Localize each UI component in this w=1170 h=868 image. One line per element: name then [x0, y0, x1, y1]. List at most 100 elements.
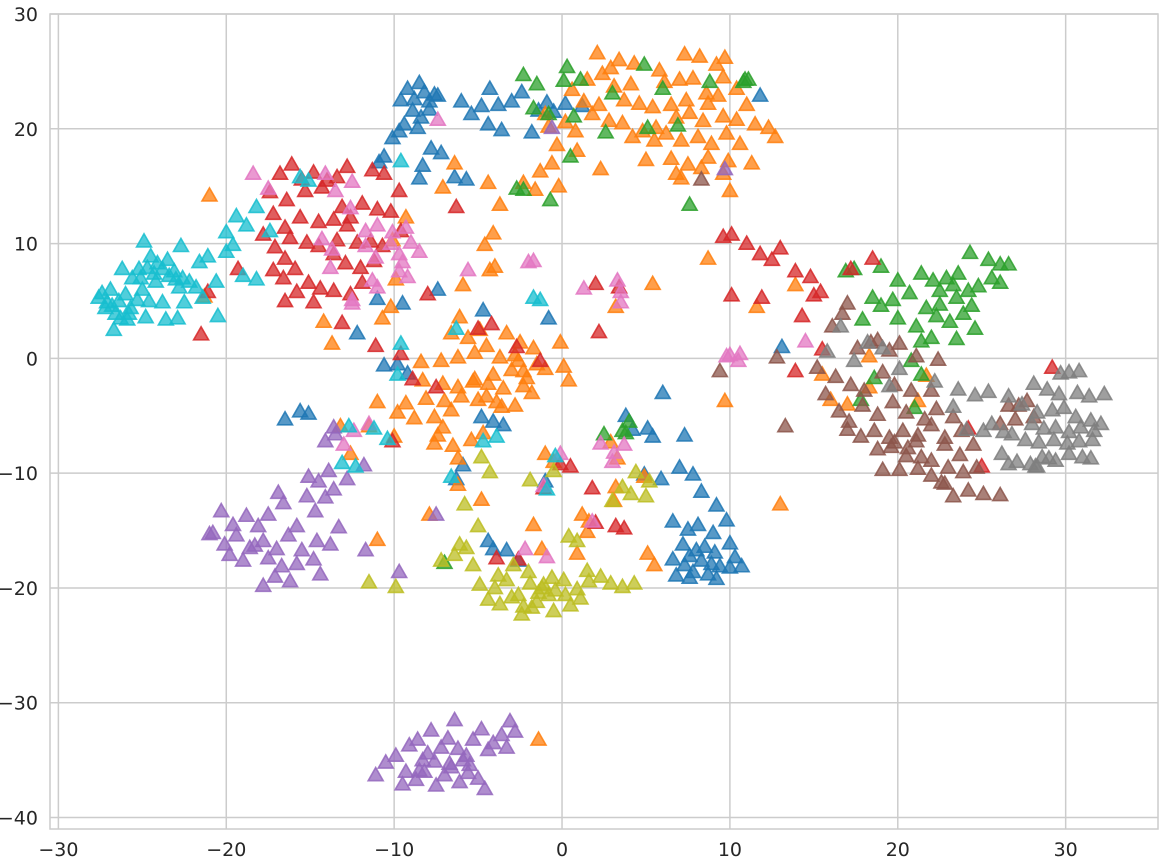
data-point — [274, 268, 293, 285]
y-tick-label: 20 — [14, 119, 38, 141]
data-point — [1023, 414, 1041, 431]
data-point — [521, 574, 540, 590]
y-tick-label: −20 — [0, 578, 38, 600]
data-point — [475, 235, 494, 252]
data-point — [514, 180, 533, 197]
data-point — [514, 361, 533, 378]
y-tick-label: 10 — [14, 234, 38, 256]
data-point — [326, 425, 345, 441]
data-point — [546, 446, 565, 463]
data-point — [603, 491, 622, 508]
data-point — [281, 571, 299, 588]
data-point — [368, 216, 387, 232]
data-point — [1016, 430, 1035, 447]
data-point — [187, 278, 205, 294]
data-point — [408, 118, 427, 135]
data-point — [170, 278, 189, 294]
data-point — [653, 383, 672, 400]
data-point — [912, 264, 931, 280]
series-1 — [276, 73, 791, 586]
data-point — [391, 151, 410, 168]
data-point — [974, 484, 993, 501]
data-point — [583, 478, 602, 495]
data-point — [786, 262, 805, 278]
data-point — [580, 571, 598, 588]
data-point — [979, 382, 998, 399]
data-point — [452, 387, 471, 403]
data-point — [227, 526, 246, 542]
data-point — [944, 275, 963, 292]
data-point — [462, 104, 481, 121]
data-point — [365, 419, 383, 435]
data-point — [710, 361, 729, 378]
data-point — [363, 161, 382, 177]
data-point — [516, 539, 534, 556]
data-point — [888, 309, 907, 325]
data-point — [113, 259, 132, 276]
data-point — [860, 346, 879, 363]
data-point — [445, 167, 464, 184]
data-point — [930, 295, 949, 311]
data-point — [506, 722, 524, 738]
data-point — [297, 487, 316, 503]
data-point — [212, 501, 231, 518]
data-point — [282, 155, 301, 171]
data-point — [596, 123, 615, 139]
data-point — [465, 343, 484, 360]
data-point — [959, 481, 978, 497]
data-point — [428, 86, 447, 102]
data-point — [726, 547, 744, 564]
data-point — [412, 352, 430, 369]
data-point — [529, 730, 548, 746]
data-point — [375, 356, 393, 372]
data-point — [234, 266, 252, 283]
data-point — [175, 293, 194, 309]
data-point — [699, 148, 717, 164]
data-point — [554, 570, 573, 587]
data-point — [873, 338, 892, 355]
data-point — [381, 297, 400, 314]
data-point — [168, 309, 187, 325]
data-point — [922, 415, 941, 432]
data-point — [605, 443, 623, 459]
data-point — [947, 329, 966, 346]
data-point — [492, 725, 511, 742]
data-point — [338, 157, 357, 174]
data-point — [999, 454, 1018, 471]
data-point — [244, 164, 263, 180]
data-point — [522, 598, 541, 614]
data-point — [480, 462, 499, 479]
data-point — [643, 97, 662, 114]
plot-frame — [49, 13, 1159, 830]
data-point — [484, 224, 503, 240]
data-point — [432, 351, 451, 368]
data-point — [418, 284, 437, 301]
data-point — [872, 257, 890, 273]
data-point — [527, 74, 546, 91]
data-point — [304, 293, 323, 309]
data-point — [432, 143, 451, 160]
data-point — [531, 162, 550, 178]
data-point — [445, 710, 464, 727]
data-point — [692, 170, 711, 186]
data-point — [714, 227, 733, 244]
data-point — [890, 334, 909, 350]
data-point — [329, 517, 348, 534]
data-point — [912, 447, 931, 464]
data-point — [435, 391, 454, 408]
data-point — [472, 720, 491, 736]
data-point — [313, 178, 331, 194]
data-point — [991, 273, 1010, 290]
data-point — [689, 127, 707, 144]
data-point — [924, 271, 942, 287]
data-point — [299, 467, 318, 484]
data-point — [940, 312, 959, 329]
data-point — [442, 467, 461, 484]
data-point — [721, 558, 739, 574]
data-point — [543, 154, 561, 170]
data-point — [408, 730, 427, 746]
data-point — [591, 567, 610, 583]
data-point — [905, 398, 924, 415]
data-point — [313, 229, 331, 246]
data-point — [638, 118, 657, 135]
